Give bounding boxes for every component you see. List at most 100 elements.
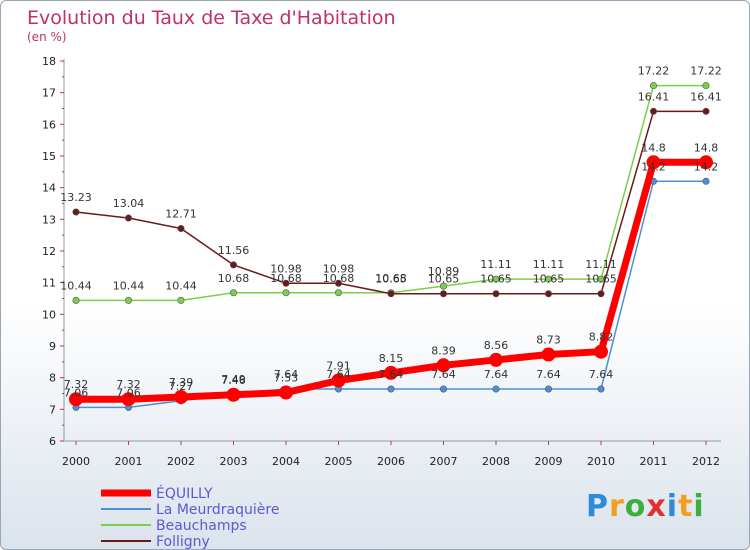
data-label: 8.73 — [536, 334, 561, 347]
data-point — [489, 352, 503, 367]
data-label: 8.39 — [431, 344, 456, 357]
y-tick-label: 13 — [42, 213, 56, 226]
logo-letter: i — [666, 489, 679, 524]
data-point — [699, 155, 713, 170]
legend-label: ÉQUILLY — [156, 485, 213, 502]
x-tick-label: 2003 — [220, 455, 248, 468]
logo-letter: r — [609, 489, 625, 524]
data-point — [544, 290, 552, 298]
data-label: 10.68 — [323, 272, 355, 285]
x-tick-label: 2011 — [640, 455, 668, 468]
data-point — [125, 214, 133, 222]
data-point — [334, 289, 342, 297]
data-point — [597, 290, 605, 298]
data-point — [646, 155, 661, 170]
legend-label: Beauchamps — [156, 518, 247, 534]
data-label: 7.39 — [169, 376, 194, 389]
data-label: 10.68 — [218, 272, 250, 285]
data-point — [492, 290, 500, 298]
data-label: 10.98 — [323, 262, 355, 275]
data-label: 14.8 — [694, 141, 719, 154]
data-point — [594, 344, 608, 359]
y-tick-label: 10 — [42, 308, 56, 321]
data-point — [282, 289, 290, 297]
data-label: 17.22 — [638, 65, 670, 78]
logo-letter: o — [624, 489, 647, 524]
data-label: 10.98 — [270, 262, 302, 275]
data-point — [177, 296, 185, 304]
data-point — [544, 275, 552, 283]
data-label: 7.49 — [221, 373, 246, 386]
y-tick-label: 15 — [42, 150, 56, 163]
data-label: 16.41 — [690, 90, 722, 103]
data-point — [384, 365, 398, 380]
data-point — [541, 347, 556, 362]
data-label: 7.91 — [326, 360, 351, 373]
data-point — [121, 392, 136, 407]
data-point — [649, 82, 657, 90]
x-tick-label: 2004 — [272, 455, 300, 468]
y-tick-label: 18 — [42, 55, 56, 68]
legend-label: Folligny — [156, 534, 210, 549]
y-tick-label: 6 — [49, 435, 56, 448]
data-label: 10.68 — [270, 272, 302, 285]
x-tick-label: 2009 — [535, 455, 563, 468]
y-tick-label: 11 — [42, 277, 56, 290]
data-point — [72, 296, 80, 304]
x-tick-label: 2012 — [692, 455, 720, 468]
y-tick-label: 17 — [42, 87, 56, 100]
y-tick-label: 12 — [42, 245, 56, 258]
data-point — [649, 107, 657, 115]
data-point — [702, 177, 710, 185]
data-point — [702, 107, 710, 115]
y-tick-label: 16 — [42, 118, 56, 131]
x-tick-label: 2008 — [482, 455, 510, 468]
data-label: 10.65 — [533, 273, 565, 286]
unit-label: (en %) — [27, 30, 67, 44]
x-tick-label: 2001 — [115, 455, 143, 468]
data-label: 10.44 — [113, 279, 145, 292]
data-point — [282, 279, 290, 287]
data-point — [279, 385, 293, 400]
data-point — [387, 385, 395, 393]
data-label: 13.23 — [60, 191, 92, 204]
logo-letter: t — [678, 489, 694, 524]
logo-letter: x — [646, 489, 667, 524]
data-point — [597, 385, 605, 393]
data-point — [331, 373, 346, 388]
data-label: 10.65 — [480, 273, 512, 286]
data-point — [597, 275, 605, 283]
data-point — [436, 358, 451, 373]
data-label: 7.27 — [169, 380, 194, 393]
data-label: 7.64 — [379, 368, 404, 381]
data-label: 7.64 — [326, 368, 351, 381]
data-label: 8.56 — [484, 339, 509, 352]
data-label: 14.2 — [641, 160, 666, 173]
data-point — [439, 282, 447, 290]
x-tick-label: 2006 — [377, 455, 405, 468]
y-tick-label: 9 — [49, 340, 56, 353]
logo-letter: P — [586, 489, 609, 524]
data-label: 11.11 — [480, 258, 512, 271]
data-label: 10.65 — [375, 273, 407, 286]
data-point — [226, 387, 241, 402]
chart-title: Evolution du Taux de Taxe d'Habitation — [27, 7, 396, 29]
data-label: 7.46 — [221, 374, 246, 387]
legend-label: La Meurdraquière — [156, 502, 279, 518]
data-label: 10.68 — [375, 272, 407, 285]
data-label: 8.82 — [589, 331, 614, 344]
data-point — [334, 279, 342, 287]
y-tick-label: 8 — [49, 372, 56, 385]
data-label: 14.2 — [694, 160, 719, 173]
x-tick-label: 2002 — [167, 455, 195, 468]
data-label: 10.44 — [60, 279, 92, 292]
data-point — [174, 389, 188, 404]
y-tick-label: 7 — [49, 403, 56, 416]
data-point — [544, 385, 552, 393]
x-tick-label: 2007 — [430, 455, 458, 468]
data-label: 7.06 — [116, 386, 141, 399]
data-label: 7.53 — [274, 372, 299, 385]
data-label: 10.89 — [428, 265, 460, 278]
